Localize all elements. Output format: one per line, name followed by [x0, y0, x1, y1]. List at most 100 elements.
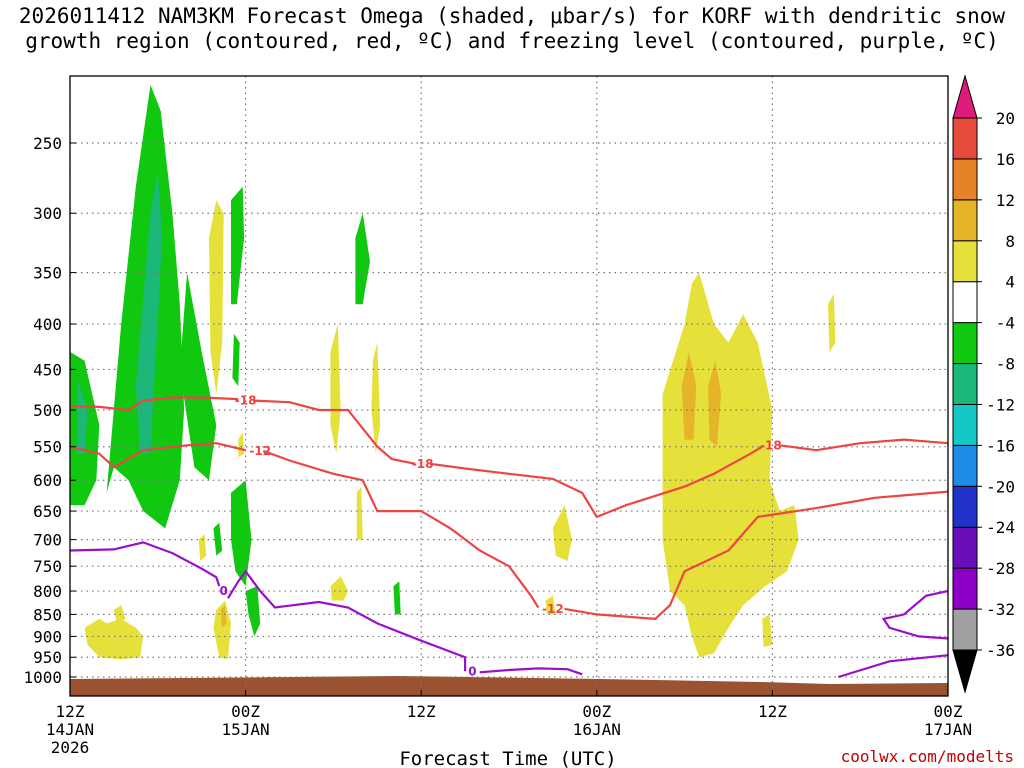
- y-tick-label: 750: [33, 557, 62, 576]
- red-contour-line: [69, 396, 239, 412]
- omega-region: [198, 534, 207, 561]
- omega-region: [330, 576, 348, 601]
- x-tick-label: 00Z: [582, 702, 611, 721]
- purple-contour-line: [227, 569, 467, 672]
- omega-region: [213, 522, 223, 556]
- red-contour-label: -12: [542, 602, 564, 616]
- chart-title-line1: 2026011412 NAM3KM Forecast Omega (shaded…: [18, 4, 1006, 28]
- omega-region: [84, 618, 144, 660]
- x-tick-label: 12Z: [758, 702, 787, 721]
- red-contour-line: [262, 449, 540, 609]
- y-tick-label: 400: [33, 315, 62, 334]
- omega-region: [209, 200, 224, 395]
- omega-region: [552, 505, 572, 561]
- colorbar-bin: [952, 322, 978, 365]
- omega-region: [708, 360, 722, 447]
- omega-region: [238, 432, 245, 458]
- omega-shading: [70, 84, 836, 660]
- purple-contour-label: 0: [219, 584, 227, 598]
- colorbar-label: -36: [986, 641, 1015, 660]
- omega-region: [135, 172, 163, 454]
- omega-region: [232, 333, 240, 387]
- colorbar-bin: [952, 281, 978, 324]
- x-tick-label: 15JAN: [222, 720, 270, 739]
- colorbar-label: -24: [986, 518, 1015, 537]
- colorbar-bin: [952, 363, 978, 405]
- y-tick-label: 450: [33, 360, 62, 379]
- x-axis-label: Forecast Time (UTC): [399, 748, 616, 768]
- colorbar-label: -12: [986, 395, 1015, 414]
- red-contour-label: -18: [412, 457, 434, 471]
- y-tick-label: 250: [33, 134, 62, 153]
- purple-contour-line: [69, 541, 221, 587]
- x-tick-label: 12Z: [56, 702, 85, 721]
- red-contour-label: -18: [760, 438, 782, 452]
- colorbar-label: -20: [986, 477, 1015, 496]
- omega-region: [828, 294, 836, 352]
- colorbar-label: 4: [1005, 273, 1015, 292]
- colorbar-label: 16: [996, 150, 1015, 169]
- omega-region: [245, 586, 261, 637]
- colorbar-label: -4: [996, 314, 1015, 333]
- purple-contour-label: 0: [468, 665, 476, 679]
- x-tick-label: 16JAN: [573, 720, 621, 739]
- omega-region: [220, 605, 227, 628]
- y-axis-ticks: 250 300 350 400 450 500 550 600 650 700 750 800 850 9…: [23, 134, 76, 687]
- omega-region: [356, 486, 363, 540]
- colorbar-label: -8: [996, 355, 1015, 374]
- temperature-contours: -18 -12 -18 -18 -12 0 0: [69, 394, 949, 679]
- red-contour-label: -12: [249, 444, 271, 458]
- red-contour-label: -18: [235, 394, 257, 408]
- x-tick-label: 00Z: [934, 702, 963, 721]
- x-tick-label: 14JAN: [46, 720, 94, 739]
- omega-region: [213, 600, 231, 660]
- y-tick-label: 600: [33, 471, 62, 490]
- colorbar-bin: [952, 117, 978, 160]
- colorbar-max-triangle: [952, 74, 978, 119]
- omega-region: [371, 342, 381, 454]
- y-tick-label: 300: [33, 204, 62, 223]
- colorbar-label: -32: [986, 600, 1015, 619]
- colorbar-bin: [952, 199, 978, 242]
- colorbar-label: 12: [996, 191, 1015, 210]
- x-tick-label: 2026: [51, 738, 90, 757]
- chart-title-line2: growth region (contoured, red, ºC) and f…: [25, 29, 999, 53]
- colorbar-min-triangle: [952, 649, 978, 694]
- chart-frame: [69, 75, 949, 697]
- omega-region: [762, 614, 773, 647]
- red-contour-line: [252, 399, 416, 465]
- colorbar-bin: [952, 158, 978, 201]
- chart-title: 2026011412 NAM3KM Forecast Omega (shaded…: [0, 4, 1024, 54]
- terrain-fill: [70, 676, 948, 696]
- omega-region: [393, 581, 401, 615]
- omega-region: [77, 377, 88, 454]
- omega-region: [179, 272, 217, 481]
- x-tick-label: 12Z: [407, 702, 436, 721]
- omega-colorbar: 20 16 12 8 4 -4 -8 -12 -16 -20 -24 -28 -32 -36: [952, 74, 1015, 694]
- colorbar-bin: [952, 608, 978, 651]
- x-tick-label: 00Z: [231, 702, 260, 721]
- purple-contour-line: [881, 589, 949, 640]
- plot-border: [69, 75, 949, 697]
- omega-region: [231, 480, 252, 587]
- y-tick-label: 950: [33, 648, 62, 667]
- x-tick-label: 17JAN: [924, 720, 972, 739]
- colorbar-bin: [952, 240, 978, 283]
- y-tick-label: 1000: [23, 668, 62, 687]
- y-tick-label: 800: [33, 582, 62, 601]
- watermark-text: coolwx.com/modelts: [840, 747, 1014, 766]
- omega-region: [355, 213, 370, 305]
- y-tick-label: 550: [33, 438, 62, 457]
- terrain-ground: [70, 676, 948, 696]
- y-tick-label: 700: [33, 531, 62, 550]
- y-tick-label: 500: [33, 401, 62, 420]
- purple-contour-line: [479, 667, 583, 676]
- y-tick-label: 350: [33, 264, 62, 283]
- omega-region: [681, 351, 697, 440]
- colorbar-label: -28: [986, 559, 1015, 578]
- y-tick-label: 900: [33, 627, 62, 646]
- omega-region: [545, 595, 556, 615]
- red-contour-line: [779, 438, 949, 452]
- colorbar-label: 20: [996, 109, 1015, 128]
